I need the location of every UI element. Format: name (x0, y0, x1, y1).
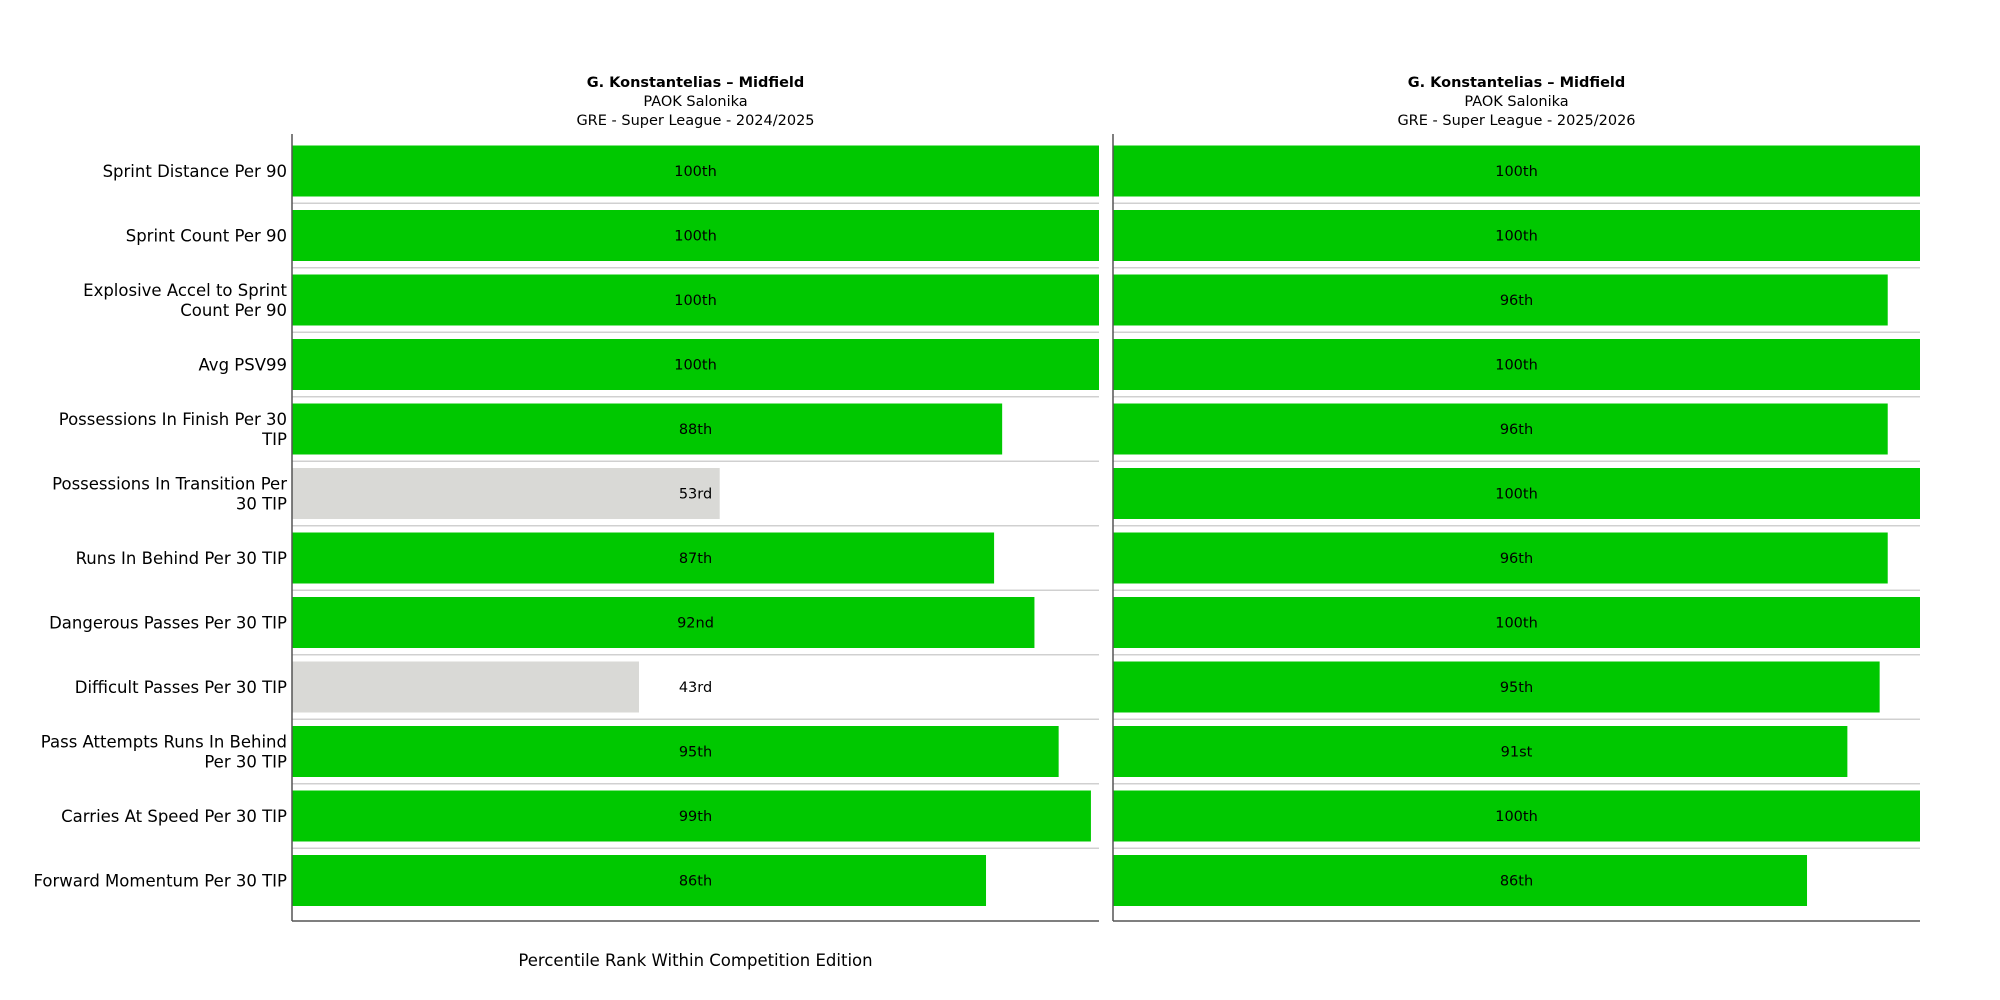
bar-value-label: 100th (1495, 809, 1538, 825)
bar-value-label: 99th (679, 809, 712, 825)
category-label: Per 30 TIP (204, 753, 287, 772)
category-label: Carries At Speed Per 30 TIP (61, 807, 287, 826)
bar-value-label: 95th (679, 745, 712, 761)
category-label: Count Per 90 (180, 301, 287, 320)
panel-subtitle-team: PAOK Salonika (1464, 94, 1568, 110)
category-label: Avg PSV99 (198, 356, 287, 375)
bar (292, 210, 1099, 261)
bar-value-label: 100th (1495, 358, 1538, 374)
category-label: Runs In Behind Per 30 TIP (76, 549, 287, 568)
bar-value-label: 96th (1500, 551, 1533, 567)
category-label: TIP (261, 430, 287, 449)
category-label: Possessions In Finish Per 30 (59, 410, 287, 429)
bar-value-label: 92nd (677, 616, 714, 632)
category-label: Sprint Count Per 90 (126, 227, 287, 246)
panel-subtitle-competition: GRE - Super League - 2024/2025 (576, 113, 814, 129)
bar (1113, 790, 1920, 842)
bar (292, 597, 1035, 648)
bar-value-label: 95th (1500, 680, 1533, 696)
panel-title: G. Konstantelias – Midfield (1408, 75, 1626, 91)
bar-value-label: 96th (1500, 422, 1533, 438)
bar-value-label: 91st (1501, 745, 1533, 761)
bar-value-label: 100th (1495, 229, 1538, 245)
bar (292, 661, 640, 713)
bar (1113, 468, 1920, 519)
bar (1113, 274, 1888, 326)
panel-subtitle-team: PAOK Salonika (643, 94, 747, 110)
category-label: Possessions In Transition Per (52, 475, 287, 494)
bar (1113, 532, 1888, 584)
bar (292, 790, 1091, 842)
bar (292, 403, 1003, 455)
bar (1113, 597, 1920, 648)
category-label: Forward Momentum Per 30 TIP (33, 872, 287, 891)
bar (1113, 145, 1920, 197)
bar-value-label: 100th (1495, 164, 1538, 180)
panel-subtitle-competition: GRE - Super League - 2025/2026 (1397, 113, 1635, 129)
x-axis-label: Percentile Rank Within Competition Editi… (518, 951, 872, 970)
bar (1113, 339, 1920, 390)
bar (1113, 855, 1808, 906)
bar (292, 726, 1059, 777)
category-label: Dangerous Passes Per 30 TIP (49, 614, 287, 633)
category-label: Difficult Passes Per 30 TIP (75, 678, 287, 697)
bar-value-label: 87th (679, 551, 712, 567)
bar-value-label: 43rd (679, 680, 712, 696)
panel-title: G. Konstantelias – Midfield (587, 75, 805, 91)
bar-value-label: 100th (674, 293, 717, 309)
bar (1113, 403, 1888, 455)
category-label: Explosive Accel to Sprint (83, 281, 287, 300)
bar-value-label: 86th (1500, 874, 1533, 890)
category-label: Sprint Distance Per 90 (103, 162, 287, 181)
bar (1113, 726, 1848, 777)
bar-value-label: 53rd (679, 487, 712, 503)
bar-value-label: 100th (1495, 487, 1538, 503)
bar (292, 468, 720, 519)
bar-value-label: 96th (1500, 293, 1533, 309)
bar (1113, 210, 1920, 261)
bar-value-label: 100th (1495, 616, 1538, 632)
bar (292, 339, 1099, 390)
bar-value-label: 100th (674, 229, 717, 245)
category-label: Pass Attempts Runs In Behind (41, 733, 287, 752)
bar (1113, 661, 1880, 713)
bar-value-label: 88th (679, 422, 712, 438)
bar-value-label: 100th (674, 164, 717, 180)
bar (292, 145, 1099, 197)
bar-value-label: 100th (674, 358, 717, 374)
bar (292, 532, 995, 584)
category-label: 30 TIP (236, 495, 287, 514)
bar (292, 855, 987, 906)
bar-value-label: 86th (679, 874, 712, 890)
bar (292, 274, 1099, 326)
